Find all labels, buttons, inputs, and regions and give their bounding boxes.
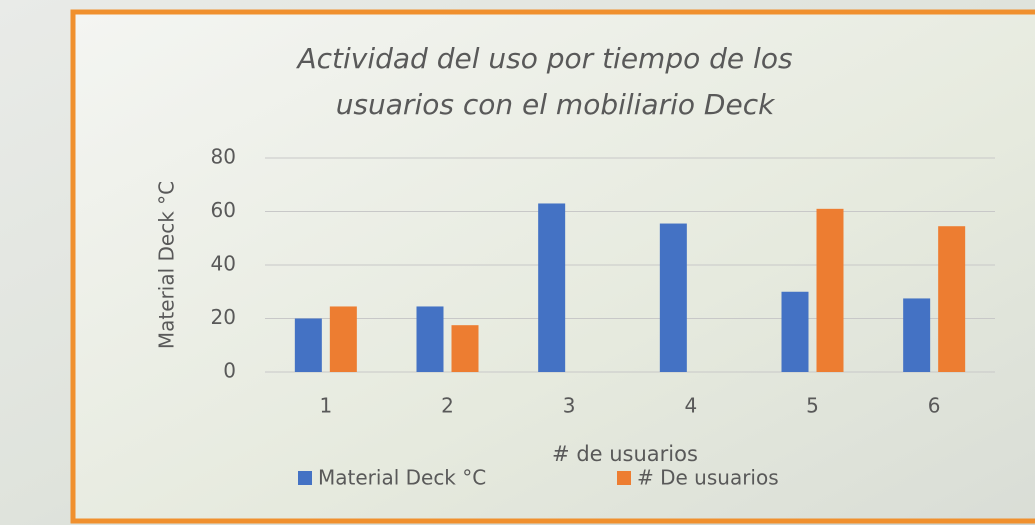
x-tick-label: 6: [928, 394, 941, 418]
y-tick-label: 40: [211, 252, 236, 276]
legend-swatch: [617, 471, 631, 485]
legend-label: # De usuarios: [637, 466, 779, 490]
bar: [294, 318, 322, 372]
legend-swatch: [298, 471, 312, 485]
bar: [938, 226, 966, 372]
y-tick-label: 20: [211, 305, 236, 329]
x-tick-label: 2: [441, 394, 454, 418]
bar: [903, 298, 931, 372]
legend-label: Material Deck °C: [318, 466, 486, 490]
bar: [659, 223, 687, 372]
x-axis-label: # de usuarios: [552, 442, 698, 466]
x-tick-label: 1: [319, 394, 332, 418]
bar: [451, 325, 479, 372]
bar: [329, 306, 357, 372]
bar: [781, 291, 809, 372]
x-tick-label: 4: [684, 394, 697, 418]
bar: [416, 306, 444, 372]
bar: [816, 208, 844, 372]
y-tick-label: 60: [211, 198, 236, 222]
y-tick-label: 80: [211, 145, 236, 169]
chart-title: Actividad del uso por tiempo de los: [295, 42, 792, 75]
y-tick-label: 0: [223, 359, 236, 383]
bar: [538, 203, 566, 372]
x-tick-label: 3: [563, 394, 576, 418]
x-tick-label: 5: [806, 394, 819, 418]
chart-title: usuarios con el mobiliario Deck: [336, 88, 776, 121]
y-axis-label: Material Deck °C: [155, 181, 179, 349]
